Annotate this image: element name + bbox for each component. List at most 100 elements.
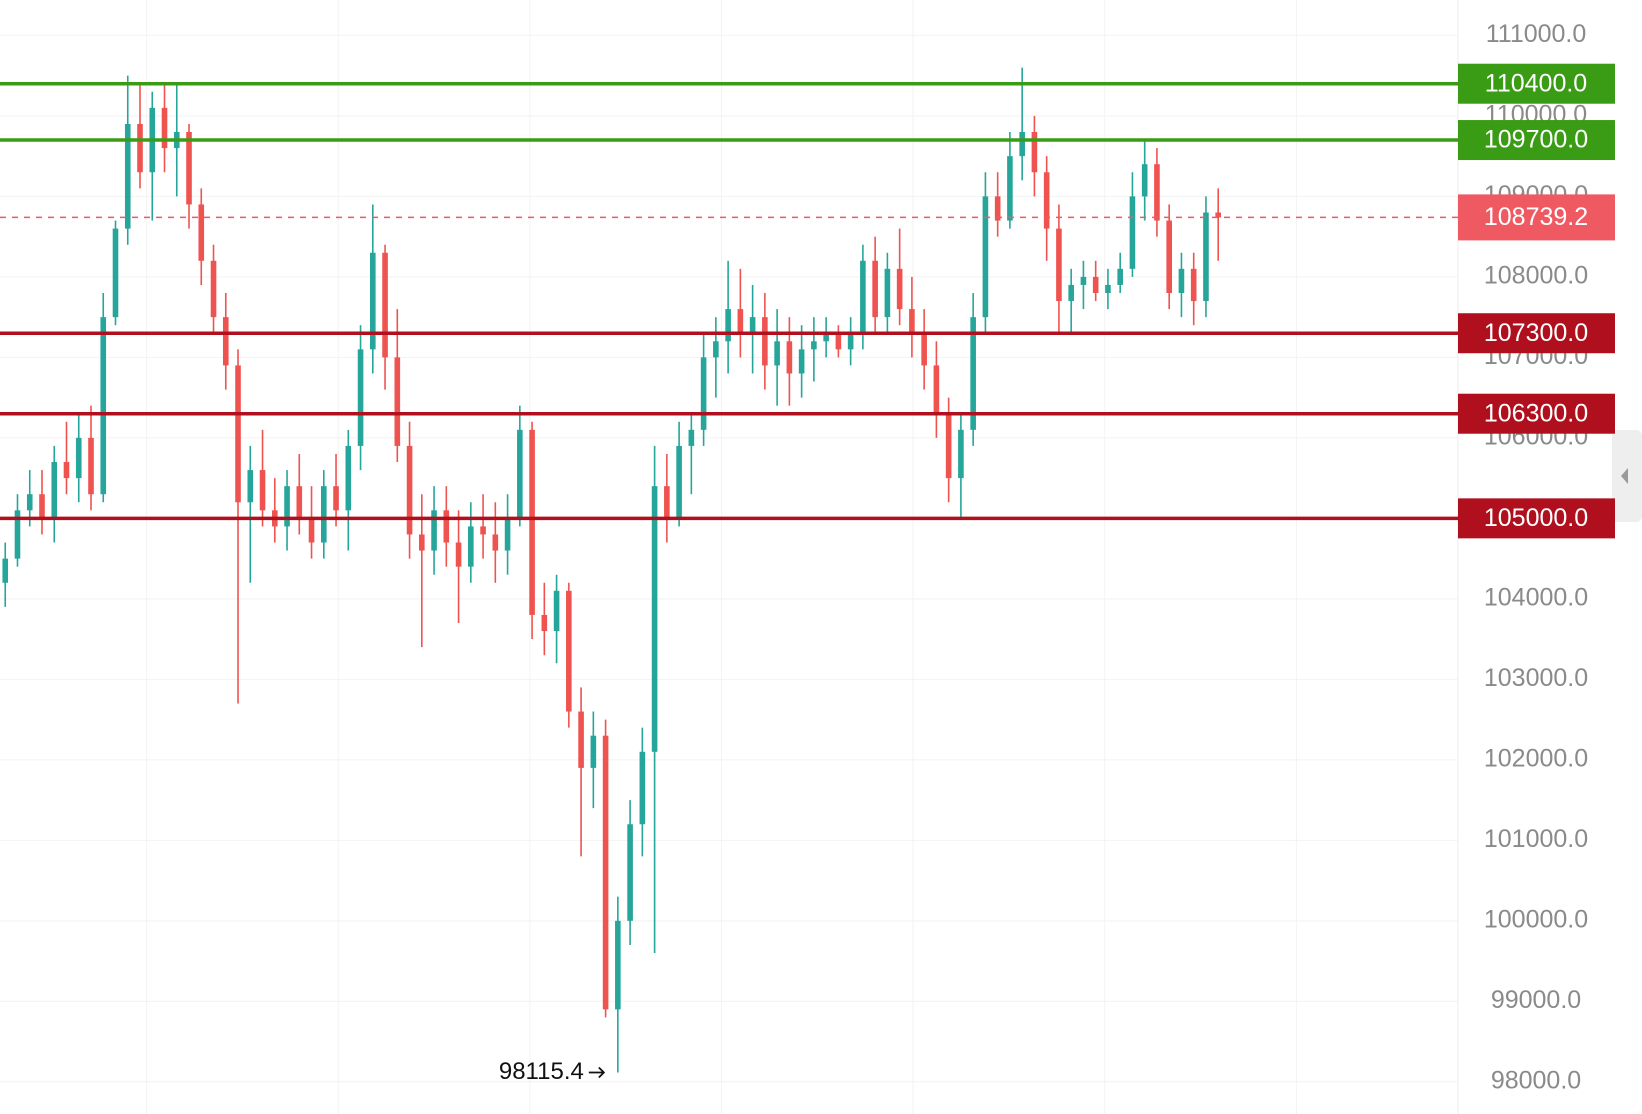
candle-body	[308, 518, 315, 543]
candle-body	[296, 486, 303, 519]
candle-body	[455, 542, 462, 567]
candle-body	[578, 711, 584, 768]
candle-body	[615, 920, 621, 1010]
candle-body	[1190, 268, 1197, 302]
last-price-box	[1458, 194, 1615, 241]
y-tick-label: 103000.0	[1484, 664, 1588, 692]
y-tick-label: 102000.0	[1484, 744, 1588, 772]
candle-body	[921, 333, 927, 366]
candle-body	[860, 260, 866, 334]
candle-body	[468, 526, 474, 567]
candle-body	[137, 123, 143, 173]
candle-body	[602, 735, 609, 1010]
candle-body	[1056, 228, 1062, 302]
candle-body	[737, 309, 744, 334]
candle-body	[1141, 164, 1148, 197]
candle-body	[835, 333, 842, 350]
candle-body	[88, 437, 94, 495]
candle-body	[762, 317, 768, 366]
candle-body	[700, 357, 707, 430]
candle-body	[75, 437, 82, 479]
candle-body	[161, 107, 168, 149]
candle-body	[933, 365, 940, 414]
candle-body	[112, 228, 119, 318]
candle-body	[63, 462, 70, 479]
level-label-box	[1458, 63, 1615, 104]
candle-body	[639, 751, 646, 825]
candle-body	[1129, 196, 1136, 269]
y-tick-label: 100000.0	[1484, 905, 1588, 933]
candle-body	[725, 309, 731, 342]
candle-body	[480, 526, 486, 535]
candle-body	[492, 534, 499, 551]
candle-body	[1007, 156, 1013, 221]
candle-body	[1154, 164, 1160, 221]
candle-body	[357, 349, 364, 446]
y-tick-label: 111000.0	[1486, 20, 1587, 48]
level-label: 105000.0	[1484, 504, 1588, 532]
candle-body	[945, 413, 952, 479]
candle-body	[2, 558, 9, 583]
candle-body	[320, 486, 327, 543]
level-label: 107300.0	[1484, 319, 1588, 347]
candle-body	[1080, 276, 1087, 285]
candle-body	[1031, 132, 1038, 173]
candle-body	[333, 486, 339, 511]
candle-body	[847, 333, 854, 350]
candle-body	[1043, 172, 1050, 229]
candle-body	[627, 824, 633, 921]
candle-body	[798, 349, 805, 374]
candle-body	[1178, 268, 1185, 293]
side-handle-arrow	[1621, 468, 1628, 484]
y-tick-label: 99000.0	[1491, 986, 1581, 1014]
low-annotation: 98115.4	[499, 1058, 584, 1085]
candle-body	[529, 429, 535, 615]
candle-body	[394, 357, 401, 446]
candle-body	[370, 252, 376, 350]
candle-body	[1166, 220, 1172, 293]
candle-body	[247, 470, 254, 503]
level-label-box	[1458, 498, 1615, 539]
candle-body	[345, 445, 352, 511]
candle-body	[504, 518, 511, 551]
candle-body	[541, 614, 548, 632]
candle-body	[186, 132, 192, 205]
candle-body	[872, 260, 878, 318]
candle-body	[884, 268, 891, 318]
candle-body	[517, 429, 523, 519]
candle-body	[198, 204, 205, 261]
candle-body	[443, 510, 450, 543]
level-label-box	[1458, 393, 1615, 434]
candle-body	[14, 510, 21, 559]
candle-body	[688, 429, 695, 446]
candle-body	[1117, 268, 1123, 285]
candle-body	[909, 309, 915, 334]
candle-body	[896, 268, 903, 310]
candle-body	[26, 494, 33, 511]
candle-body	[1068, 284, 1074, 302]
candle-body	[664, 486, 670, 519]
candle-body	[1092, 276, 1099, 293]
candle-body	[823, 333, 829, 342]
candle-body	[958, 429, 964, 479]
candle-body	[419, 534, 425, 551]
candle-body	[1105, 284, 1111, 293]
level-label-box	[1458, 313, 1615, 354]
candle-body	[590, 735, 597, 768]
candle-body	[1203, 212, 1209, 302]
candle-body	[970, 317, 976, 430]
candle-body	[100, 317, 107, 495]
candle-body	[749, 317, 756, 334]
candle-body	[284, 486, 290, 527]
candle-body	[51, 462, 58, 519]
candle-body	[39, 494, 45, 519]
candle-body	[553, 590, 560, 632]
candle-body	[786, 341, 793, 374]
candle-body	[713, 341, 719, 358]
candle-body	[994, 196, 1001, 221]
y-tick-label: 108000.0	[1484, 261, 1588, 289]
candle-body	[235, 365, 241, 503]
